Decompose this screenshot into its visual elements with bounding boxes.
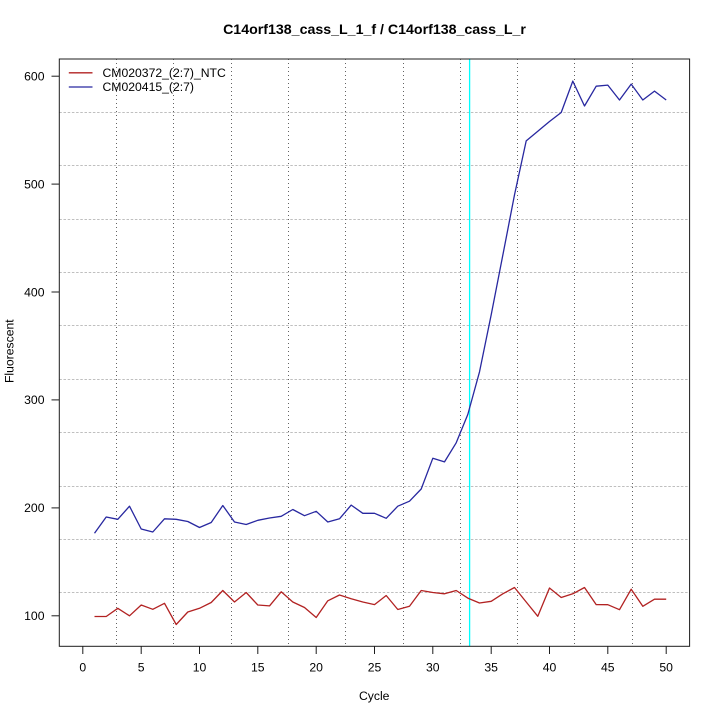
svg-text:20: 20 xyxy=(309,661,323,675)
svg-text:15: 15 xyxy=(251,661,265,675)
svg-text:600: 600 xyxy=(24,70,45,84)
svg-text:50: 50 xyxy=(659,661,673,675)
svg-text:Cycle: Cycle xyxy=(359,689,390,703)
svg-text:30: 30 xyxy=(426,661,440,675)
svg-text:5: 5 xyxy=(138,661,145,675)
svg-text:100: 100 xyxy=(24,609,45,623)
svg-text:45: 45 xyxy=(601,661,615,675)
svg-text:CM020415_(2:7): CM020415_(2:7) xyxy=(103,80,194,94)
svg-text:400: 400 xyxy=(24,285,45,299)
svg-text:40: 40 xyxy=(543,661,557,675)
svg-text:10: 10 xyxy=(193,661,207,675)
svg-text:500: 500 xyxy=(24,177,45,191)
svg-text:35: 35 xyxy=(484,661,498,675)
svg-text:25: 25 xyxy=(368,661,382,675)
svg-text:200: 200 xyxy=(24,501,45,515)
svg-text:0: 0 xyxy=(79,661,86,675)
svg-text:C14orf138_cass_L_1_f / C14orf1: C14orf138_cass_L_1_f / C14orf138_cass_L_… xyxy=(223,22,526,38)
svg-text:CM020372_(2:7)_NTC: CM020372_(2:7)_NTC xyxy=(103,66,226,80)
svg-text:300: 300 xyxy=(24,393,45,407)
svg-text:Fluorescent: Fluorescent xyxy=(3,319,17,383)
